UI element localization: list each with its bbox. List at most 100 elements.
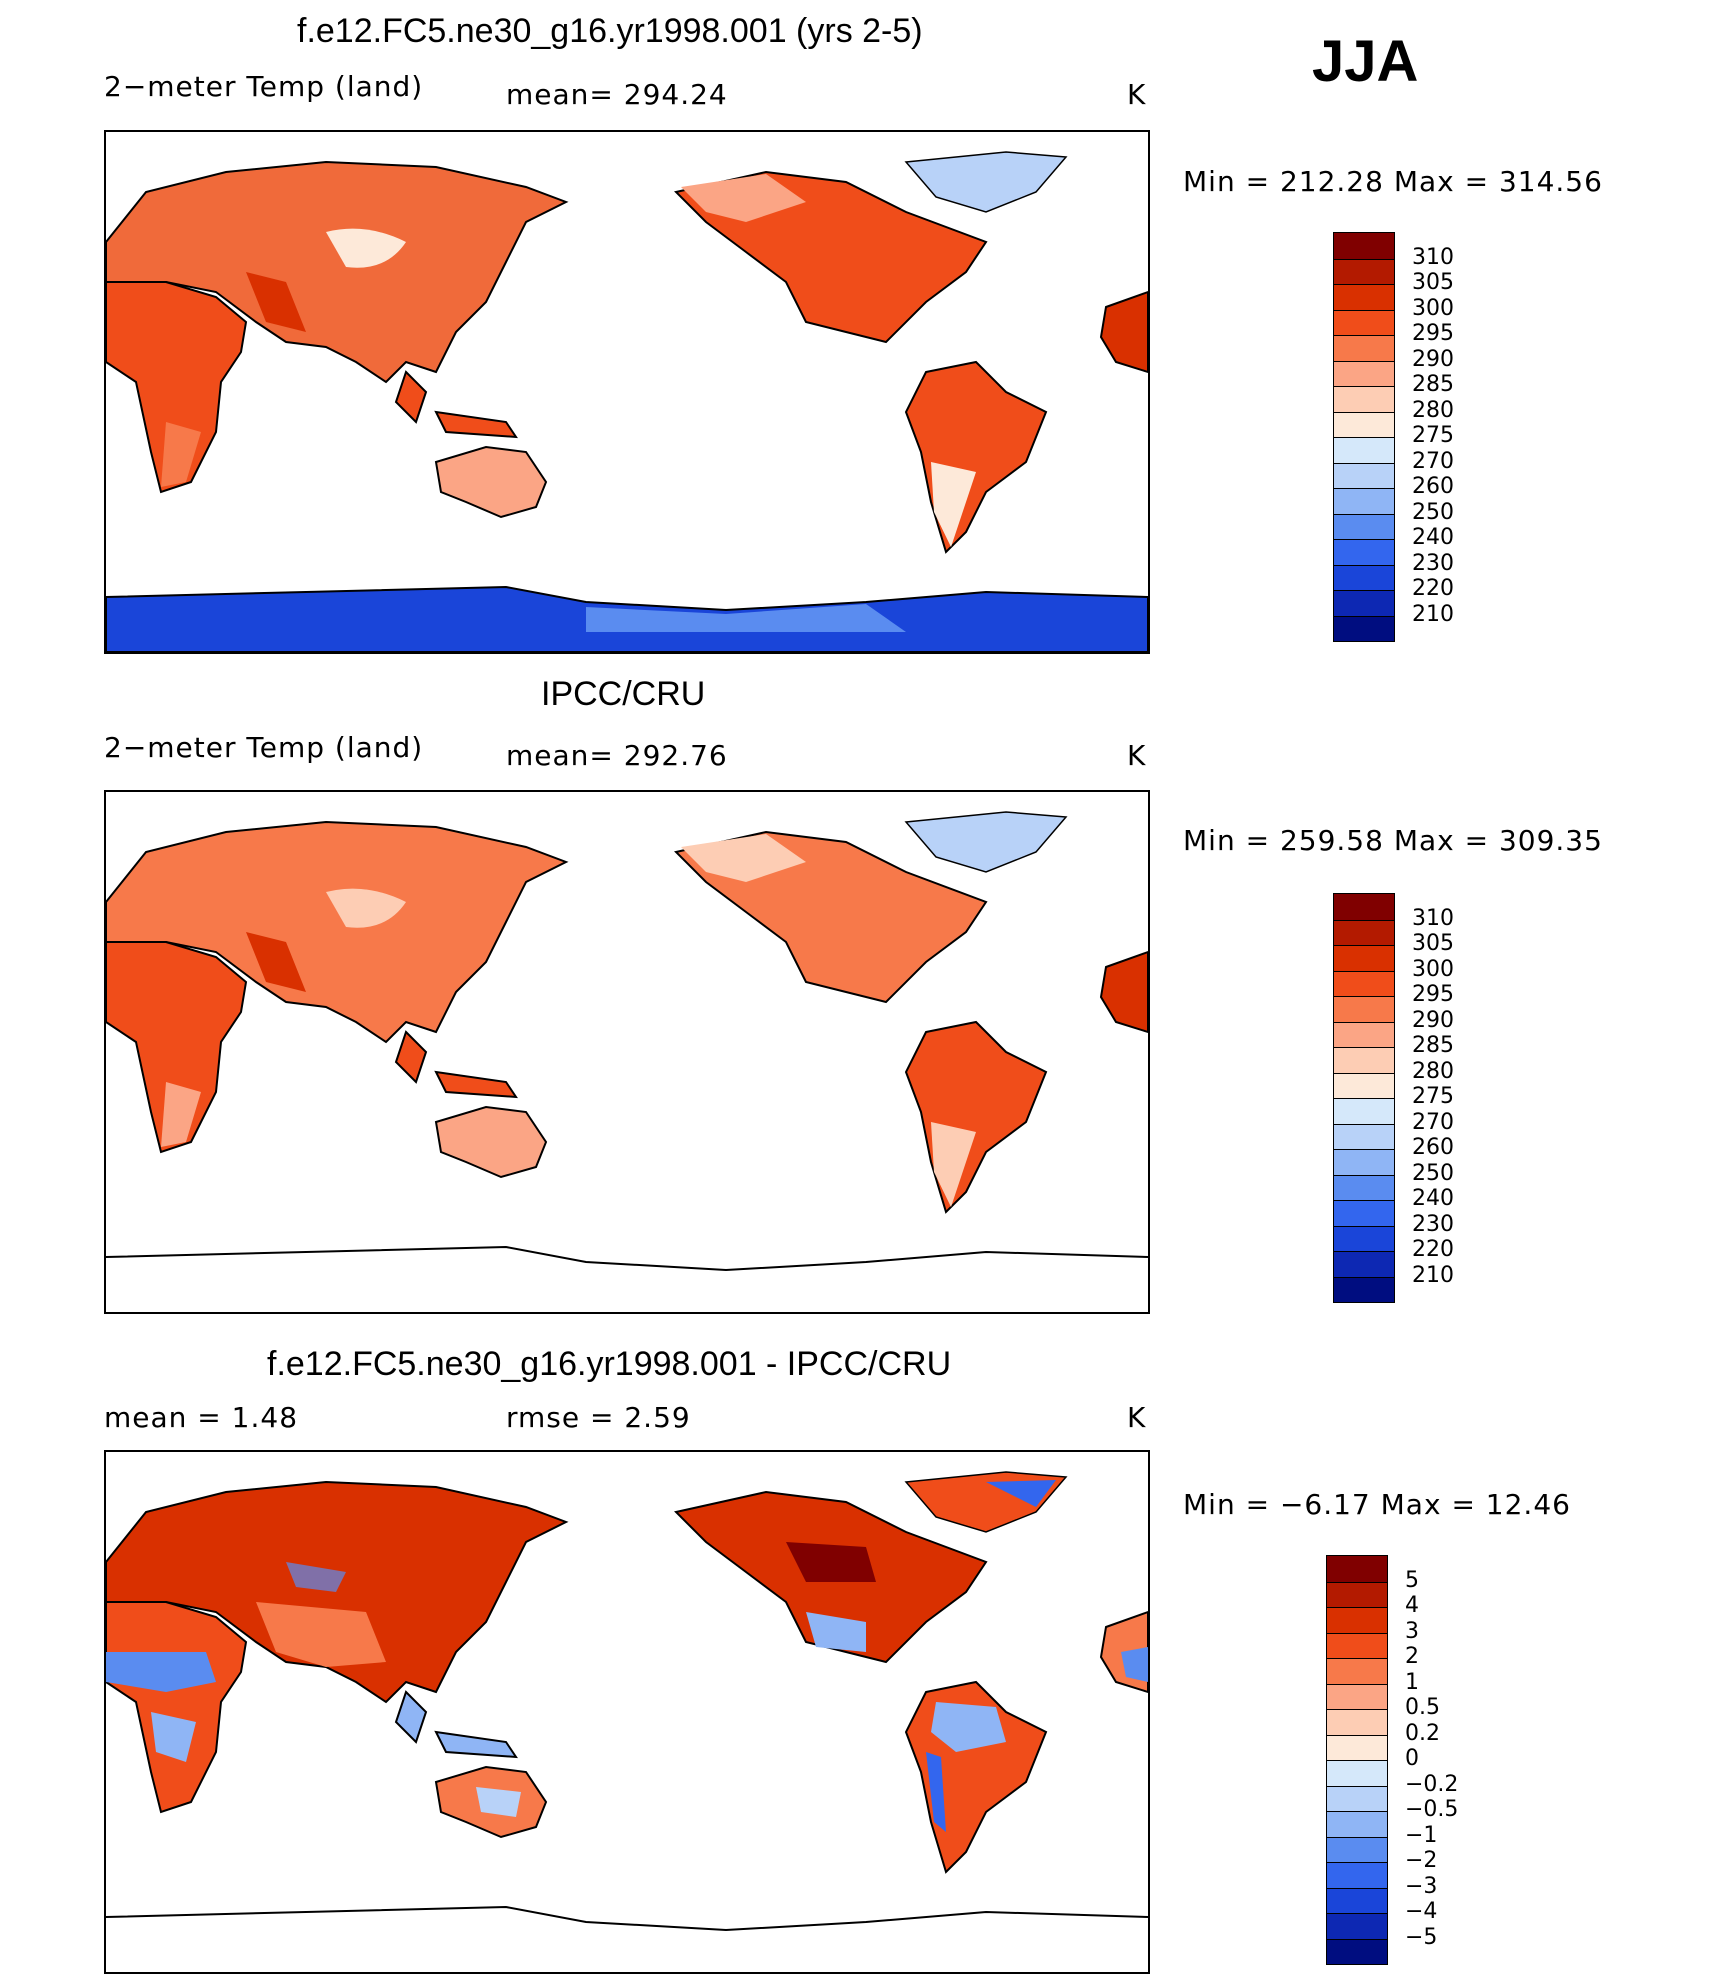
panel3-colorbar-label: −3 — [1405, 1873, 1438, 1899]
panel1-colorbar-label: 310 — [1412, 244, 1454, 270]
panel1-colorbar-label: 230 — [1412, 550, 1454, 576]
panel3-colorbar-label: 3 — [1405, 1618, 1419, 1644]
panel2-map — [104, 790, 1150, 1314]
panel3-colorbar-label: −5 — [1405, 1924, 1438, 1950]
panel1-title: f.e12.FC5.ne30_g16.yr1998.001 (yrs 2-5) — [297, 12, 923, 50]
panel1-colorbar-cell — [1334, 284, 1394, 310]
panel3-rmse-label: rmse = 2.59 — [506, 1401, 691, 1434]
panel2-variable-label: 2−meter Temp (land) — [104, 731, 424, 764]
panel2-colorbar-label: 275 — [1412, 1084, 1454, 1109]
panel1-map-graphic — [106, 151, 1148, 652]
panel3-map-graphic — [106, 1471, 1148, 1932]
panel1-colorbar-cell — [1334, 386, 1394, 412]
panel3-colorbar-label: 2 — [1405, 1644, 1419, 1669]
panel3-colorbar-cell — [1327, 1811, 1387, 1837]
panel2-colorbar-cell — [1334, 1123, 1394, 1149]
panel3-colorbar-cell — [1327, 1862, 1387, 1888]
panel1-colorbar-cell — [1334, 615, 1394, 641]
panel3-colorbar-cell — [1327, 1734, 1387, 1760]
panel3-colorbar-cell — [1327, 1887, 1387, 1913]
panel2-colorbar-cell — [1334, 1021, 1394, 1047]
panel2-colorbar-label: 250 — [1412, 1160, 1454, 1186]
panel1-minmax: Min = 212.28 Max = 314.56 — [1183, 165, 1603, 198]
panel3-colorbar-cell — [1327, 1607, 1387, 1633]
panel2-title: IPCC/CRU — [541, 675, 706, 713]
panel3-colorbar-cell — [1327, 1709, 1387, 1735]
panel1-map — [104, 130, 1150, 654]
panel3-colorbar-cell — [1327, 1836, 1387, 1862]
panel1-colorbar-label: 285 — [1412, 372, 1454, 397]
panel1-colorbar-label: 220 — [1412, 576, 1454, 601]
panel1-colorbar-cell — [1334, 513, 1394, 539]
panel3-title: f.e12.FC5.ne30_g16.yr1998.001 - IPCC/CRU — [267, 1345, 952, 1383]
panel3-colorbar-label: −0.2 — [1405, 1771, 1459, 1797]
panel2-colorbar-label: 210 — [1412, 1262, 1454, 1288]
panel1-mean-label: mean= 294.24 — [506, 78, 728, 111]
panel3-colorbar-label: −4 — [1405, 1899, 1438, 1924]
panel1-colorbar-cell — [1334, 462, 1394, 488]
panel3-colorbar-label: −1 — [1405, 1822, 1438, 1848]
panel2-colorbar-cell — [1334, 1098, 1394, 1124]
panel3-colorbar-label: 4 — [1405, 1593, 1419, 1618]
panel1-colorbar-label: 280 — [1412, 397, 1454, 423]
panel1-colorbar-label: 295 — [1412, 321, 1454, 346]
panel3-colorbar-label: 0 — [1405, 1746, 1419, 1771]
panel2-colorbar-cell — [1334, 1200, 1394, 1226]
panel3-colorbar-cell — [1327, 1938, 1387, 1964]
panel1-colorbar-cell — [1334, 437, 1394, 463]
panel1-colorbar-label: 250 — [1412, 499, 1454, 525]
panel2-colorbar-cell — [1334, 996, 1394, 1022]
panel2-colorbar-label: 295 — [1412, 982, 1454, 1007]
panel3-colorbar — [1326, 1555, 1388, 1965]
panel2-colorbar-label: 260 — [1412, 1135, 1454, 1160]
panel1-colorbar-label: 290 — [1412, 346, 1454, 372]
panel1-colorbar-cell — [1334, 564, 1394, 590]
panel2-colorbar-label: 290 — [1412, 1007, 1454, 1033]
panel2-colorbar-label: 305 — [1412, 931, 1454, 956]
panel1-colorbar-cell — [1334, 309, 1394, 335]
panel1-variable-label: 2−meter Temp (land) — [104, 70, 424, 103]
panel2-map-graphic — [106, 811, 1148, 1272]
panel2-colorbar-label: 285 — [1412, 1033, 1454, 1058]
panel1-colorbar-label: 300 — [1412, 295, 1454, 321]
panel2-colorbar-cell — [1334, 945, 1394, 971]
panel2-colorbar-label: 220 — [1412, 1237, 1454, 1262]
panel3-colorbar-cell — [1327, 1760, 1387, 1786]
panel3-colorbar-label: 0.5 — [1405, 1695, 1440, 1720]
panel3-colorbar-cell — [1327, 1658, 1387, 1684]
panel3-map — [104, 1450, 1150, 1974]
panel2-colorbar-label: 310 — [1412, 905, 1454, 931]
panel3-colorbar-cell — [1327, 1632, 1387, 1658]
panel2-unit-label: K — [1127, 739, 1147, 772]
panel3-colorbar-label: 5 — [1405, 1567, 1419, 1593]
panel1-colorbar-cell — [1334, 360, 1394, 386]
panel3-mean-label: mean = 1.48 — [104, 1401, 299, 1434]
panel1-colorbar-cell — [1334, 258, 1394, 284]
panel2-colorbar-cell — [1334, 1047, 1394, 1073]
panel1-colorbar-cell — [1334, 411, 1394, 437]
panel1-colorbar-label: 210 — [1412, 601, 1454, 627]
panel2-colorbar-label: 270 — [1412, 1109, 1454, 1135]
panel1-colorbar-label: 240 — [1412, 525, 1454, 550]
panel3-colorbar-cell — [1327, 1581, 1387, 1607]
panel1-colorbar-cell — [1334, 539, 1394, 565]
panel1-colorbar-cell — [1334, 233, 1394, 259]
panel2-mean-label: mean= 292.76 — [506, 739, 728, 772]
panel2-colorbar-label: 240 — [1412, 1186, 1454, 1211]
panel3-minmax: Min = −6.17 Max = 12.46 — [1183, 1488, 1571, 1521]
panel2-colorbar-cell — [1334, 919, 1394, 945]
panel3-colorbar-label: 0.2 — [1405, 1720, 1440, 1746]
panel2-colorbar — [1333, 893, 1395, 1303]
panel1-colorbar-label: 275 — [1412, 423, 1454, 448]
panel2-colorbar-cell — [1334, 1072, 1394, 1098]
panel2-colorbar-cell — [1334, 1276, 1394, 1302]
panel1-colorbar — [1333, 232, 1395, 642]
panel3-colorbar-label: 1 — [1405, 1669, 1419, 1695]
panel2-colorbar-cell — [1334, 1149, 1394, 1175]
panel1-unit-label: K — [1127, 78, 1147, 111]
panel2-colorbar-label: 300 — [1412, 956, 1454, 982]
panel3-colorbar-label: −0.5 — [1405, 1797, 1459, 1822]
panel3-colorbar-cell — [1327, 1785, 1387, 1811]
panel1-colorbar-cell — [1334, 488, 1394, 514]
panel2-minmax: Min = 259.58 Max = 309.35 — [1183, 824, 1603, 857]
